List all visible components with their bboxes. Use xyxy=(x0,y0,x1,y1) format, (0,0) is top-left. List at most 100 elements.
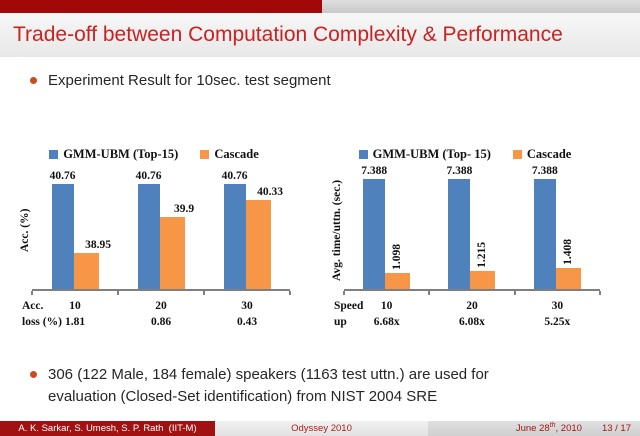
bar-value-label: 7.388 xyxy=(446,165,473,178)
bar-orange: 39.9 xyxy=(159,203,194,289)
plot-wrapper: Acc. (%) 40.76 38.95 40.76 39.9 40.76 40.33 A… xyxy=(18,169,291,330)
bar-blue: 7.388 xyxy=(447,165,472,289)
bar-value-label: 1.408 xyxy=(561,239,574,266)
axis-tick xyxy=(31,291,33,295)
x-axis-rows: Acc. loss (%) 10 1.81 20 0.86 30 0.43 xyxy=(22,298,290,330)
x-axis-category: 10 xyxy=(380,300,393,312)
y-axis-label: Avg. time/uttn. (sec.) xyxy=(331,179,343,281)
legend-item: Cascade xyxy=(200,146,259,161)
bar-value-label: 40.76 xyxy=(49,169,76,182)
bullet-dataset-text: 306 (122 Male, 184 female) speakers (116… xyxy=(48,364,489,408)
axis-tick xyxy=(203,291,205,295)
top-bar-gray-accent xyxy=(322,0,640,13)
bar-blue: 40.76 xyxy=(50,170,75,289)
bar-orange: 40.33 xyxy=(245,186,283,289)
bullet-experiment: Experiment Result for 10sec. test segmen… xyxy=(30,70,331,92)
x-axis-column: 10 1.81 xyxy=(32,298,118,330)
x-axis-column: 20 0.86 xyxy=(118,298,204,330)
chart-legend: GMM-UBM (Top-15) Cascade xyxy=(18,147,290,161)
axis-tick xyxy=(599,291,601,295)
bar-group: 40.76 40.33 xyxy=(204,169,290,289)
bar-group: 7.388 1.408 xyxy=(515,165,600,289)
x-axis-rows: Speed up 10 6.68x 20 6.08x 30 5.25x xyxy=(334,298,600,330)
x-axis-secondary-value: 6.08x xyxy=(459,316,485,328)
y-axis-label: Acc. (%) xyxy=(19,208,31,252)
axis-tick xyxy=(116,291,119,295)
bar-blue: 7.388 xyxy=(532,165,558,289)
legend-item: GMM-UBM (Top- 15) xyxy=(358,146,491,161)
legend-label: GMM-UBM (Top-15) xyxy=(63,146,179,161)
legend-swatch-icon xyxy=(358,149,368,159)
axis-tick xyxy=(513,291,516,295)
bar-value-label: 38.95 xyxy=(85,238,111,251)
x-axis-category: 10 xyxy=(69,300,81,312)
chart-accuracy: GMM-UBM (Top-15) Cascade Acc. (%) 40.76 38… xyxy=(18,138,291,330)
chart-time: GMM-UBM (Top- 15) Cascade Avg. time/uttn.… xyxy=(330,138,601,330)
bar-blue: 40.76 xyxy=(222,170,247,289)
x-axis-column: 10 6.68x xyxy=(344,298,429,330)
bar-value-label: 1.215 xyxy=(476,242,489,268)
footer-date: June 28th, 2010 xyxy=(515,422,582,435)
plot-column: 40.76 38.95 40.76 39.9 40.76 40.33 Acc. loss (… xyxy=(22,169,291,330)
slide-title: Trade-off between Computation Complexity… xyxy=(13,23,563,46)
plot-wrapper: Avg. time/uttn. (sec.) 7.388 1.098 7.388 1.… xyxy=(330,165,601,330)
plot-column: 7.388 1.098 7.388 1.215 7.388 1.408 Speed up 10… xyxy=(334,165,601,330)
bar-value-label: 7.388 xyxy=(531,165,558,178)
x-axis-row-header-line: Speed xyxy=(334,300,364,312)
bar-value-label: 39.9 xyxy=(173,202,195,215)
x-axis-secondary-value: 5.25x xyxy=(544,316,571,328)
footer-bar: A. K. Sarkar, S. Umesh, S. P. Rath (IIT-… xyxy=(0,421,640,436)
x-axis-column: 20 6.08x xyxy=(429,298,514,330)
bullet-dataset-line1: 306 (122 Male, 184 female) speakers (116… xyxy=(48,366,489,383)
bullet-icon xyxy=(30,77,37,84)
axis-tick xyxy=(428,291,431,295)
bar-blue: 7.388 xyxy=(361,165,387,289)
legend-swatch-icon xyxy=(200,149,210,159)
bar-value-label: 1.098 xyxy=(391,243,404,270)
top-bar-red-accent xyxy=(0,0,322,13)
x-axis-row-header-line: Acc. xyxy=(22,300,44,312)
bar-value-label: 40.76 xyxy=(221,169,248,182)
bar-group: 40.76 39.9 xyxy=(118,169,204,289)
bar-orange: 38.95 xyxy=(73,239,111,289)
x-axis-row-header-line: up xyxy=(334,316,347,328)
plot-area: 40.76 38.95 40.76 39.9 40.76 40.33 xyxy=(31,169,291,295)
bar-value-label: 40.33 xyxy=(257,186,283,199)
footer-authors: A. K. Sarkar, S. Umesh, S. P. Rath (IIT-… xyxy=(0,421,215,436)
x-axis-secondary-value: 6.68x xyxy=(373,316,400,328)
chart-legend: GMM-UBM (Top- 15) Cascade xyxy=(330,147,600,161)
bullet-dataset-line2: evaluation (Closed-Set identification) f… xyxy=(48,388,438,405)
bullet-dataset: 306 (122 Male, 184 female) speakers (116… xyxy=(30,364,630,408)
footer-conference: Odyssey 2010 xyxy=(215,421,428,436)
x-axis-category: 30 xyxy=(551,300,564,312)
legend-label: Cascade xyxy=(526,146,572,161)
legend-swatch-icon xyxy=(512,149,522,159)
top-bar xyxy=(0,0,640,13)
plot-area: 7.388 1.098 7.388 1.215 7.388 1.408 xyxy=(343,165,601,295)
x-axis-secondary-value: 0.43 xyxy=(236,316,258,328)
footer-date-page: June 28th, 2010 13 / 17 xyxy=(428,421,640,436)
x-axis-row-header-line: loss (%) xyxy=(22,316,62,328)
x-axis-category: 20 xyxy=(466,300,478,312)
legend-item: GMM-UBM (Top-15) xyxy=(49,147,178,161)
bar-orange: 1.408 xyxy=(555,239,581,289)
x-axis-row-header: Speed up xyxy=(334,298,363,330)
x-axis-category: 20 xyxy=(155,300,167,312)
bar-orange: 1.215 xyxy=(470,242,496,289)
bullet-experiment-text: Experiment Result for 10sec. test segmen… xyxy=(48,72,331,89)
axis-tick xyxy=(289,291,291,295)
legend-item: Cascade xyxy=(512,146,572,161)
x-axis-secondary-value: 1.81 xyxy=(64,316,86,328)
bar-blue: 40.76 xyxy=(136,170,161,289)
legend-swatch-icon xyxy=(49,149,59,159)
bullet-icon xyxy=(30,371,37,378)
axis-tick xyxy=(343,291,345,295)
footer-page-number: 13 / 17 xyxy=(601,423,631,434)
x-axis-category: 30 xyxy=(241,300,253,312)
legend-label: Cascade xyxy=(214,146,259,161)
legend-label: GMM-UBM (Top- 15) xyxy=(372,146,491,161)
x-axis-secondary-value: 0.86 xyxy=(150,316,172,328)
x-axis-column: 30 5.25x xyxy=(515,298,600,330)
bar-group: 40.76 38.95 xyxy=(32,169,118,289)
